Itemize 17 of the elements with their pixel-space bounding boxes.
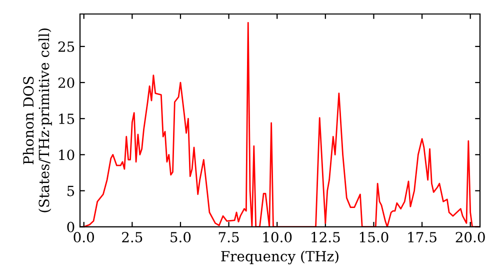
- y-tick-label: 25: [58, 41, 74, 52]
- x-tick-label: 7.5: [218, 232, 239, 242]
- x-axis-title: Frequency (THz): [221, 250, 338, 264]
- y-axis-title: Phonon DOS (States/THz·primitive cell): [22, 28, 52, 212]
- x-tick-label: 10.0: [263, 232, 292, 242]
- x-tick-label: 12.5: [312, 232, 340, 242]
- y-tick-label: 5: [67, 186, 74, 196]
- x-tick-label: 17.5: [408, 232, 436, 242]
- x-tick-label: 5.0: [170, 232, 191, 242]
- x-tick-label: 20.0: [456, 232, 485, 242]
- y-tick-label: 10: [59, 150, 74, 160]
- x-tick-label: 0.0: [74, 232, 94, 242]
- x-tick-label: 15.0: [360, 232, 388, 242]
- x-tick-label: 2.5: [122, 232, 142, 242]
- y-tick-label: 15: [59, 114, 74, 124]
- y-tick-label: 20: [58, 77, 74, 88]
- y-tick-label: 0: [67, 222, 74, 232]
